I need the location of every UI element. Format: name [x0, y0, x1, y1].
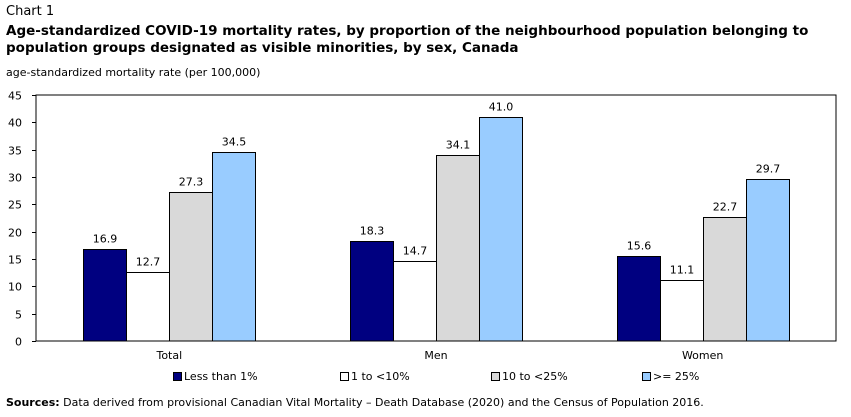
bar — [212, 152, 256, 342]
y-tick-label: 10 — [8, 281, 22, 294]
legend: Less than 1% 1 to <10% 10 to <25% >= 25% — [0, 370, 851, 386]
data-label: 14.7 — [403, 245, 428, 258]
bar — [393, 261, 437, 342]
legend-item: >= 25% — [642, 370, 699, 383]
data-label: 27.3 — [179, 176, 204, 189]
bar — [169, 192, 213, 342]
x-category-label: Men — [424, 349, 447, 362]
bar — [126, 272, 170, 342]
legend-label: 10 to <25% — [502, 370, 568, 383]
legend-item: 10 to <25% — [491, 370, 568, 383]
bar — [617, 256, 661, 342]
y-tick-label: 25 — [8, 199, 22, 212]
bar-chart: 0 5 10 15 20 25 30 35 40 45 16.9 12.7 27.3 34.5 Total 1… — [8, 90, 837, 362]
x-category-label: Women — [682, 349, 723, 362]
y-tick-label: 40 — [8, 117, 22, 130]
data-label: 22.7 — [713, 201, 738, 214]
legend-item: Less than 1% — [173, 370, 258, 383]
bar — [83, 249, 127, 342]
legend-swatch — [173, 372, 182, 381]
source-label: Sources: — [6, 396, 60, 409]
bar — [479, 117, 523, 342]
chart-number: Chart 1 — [6, 4, 55, 19]
data-label: 16.9 — [93, 233, 118, 246]
legend-label: >= 25% — [653, 370, 700, 383]
chart-title: Age-standardized COVID-19 mortality rate… — [6, 23, 809, 56]
legend-label: 1 to <10% — [351, 370, 410, 383]
data-label: 11.1 — [670, 264, 695, 277]
legend-swatch — [491, 372, 500, 381]
y-tick-label: 15 — [8, 254, 22, 267]
y-tick-label: 30 — [8, 172, 22, 185]
y-tick-label: 0 — [15, 336, 22, 349]
data-label: 34.5 — [222, 136, 247, 149]
data-label: 15.6 — [627, 240, 652, 253]
data-label: 34.1 — [446, 139, 471, 152]
legend-item: 1 to <10% — [340, 370, 410, 383]
data-label: 41.0 — [489, 101, 514, 114]
bar — [703, 217, 747, 342]
data-label: 12.7 — [136, 256, 161, 269]
y-tick-label: 35 — [8, 145, 22, 158]
y-axis-label: age-standardized mortality rate (per 100… — [6, 66, 261, 79]
bar — [660, 280, 704, 342]
legend-label: Less than 1% — [184, 370, 258, 383]
source-note: Sources: Data derived from provisional C… — [6, 396, 704, 409]
data-label: 29.7 — [756, 163, 781, 176]
bar — [436, 155, 480, 342]
legend-swatch — [642, 372, 651, 381]
bar — [746, 179, 790, 342]
y-tick-label: 5 — [15, 309, 22, 322]
legend-swatch — [340, 372, 349, 381]
y-tick-label: 45 — [8, 90, 22, 103]
bar — [350, 241, 394, 342]
data-label: 18.3 — [360, 225, 385, 238]
y-tick-label: 20 — [8, 227, 22, 240]
source-text: Data derived from provisional Canadian V… — [63, 396, 704, 409]
x-category-label: Total — [155, 349, 182, 362]
